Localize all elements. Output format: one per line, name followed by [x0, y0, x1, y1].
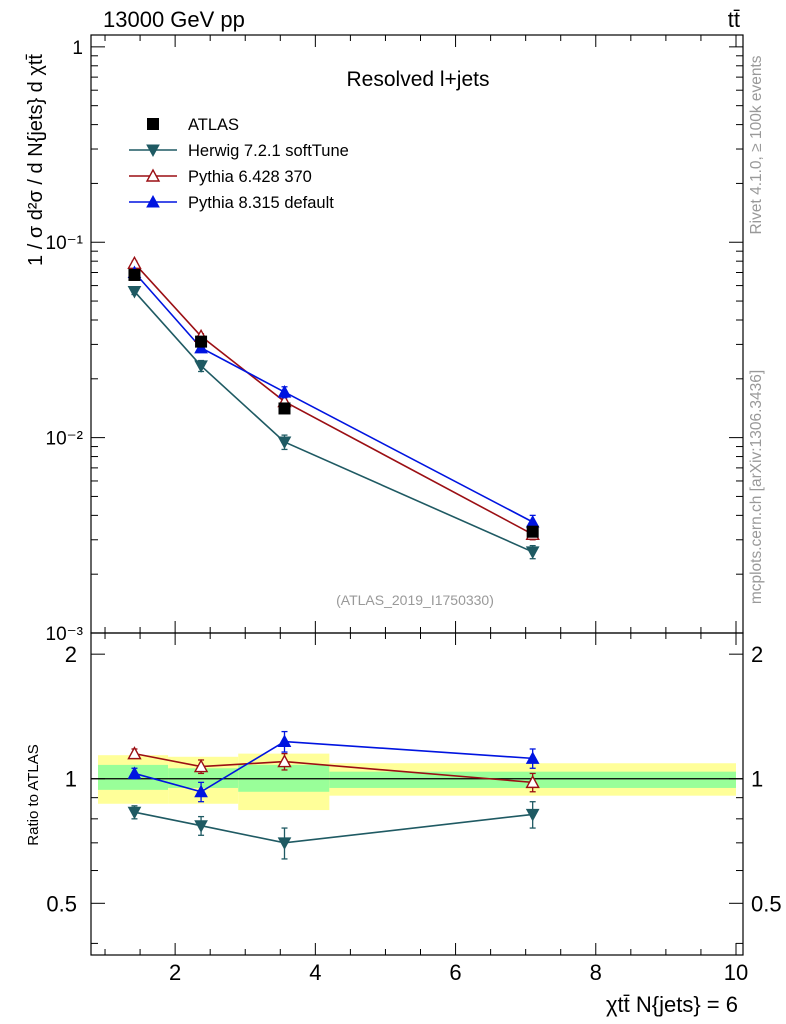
- series-point-ratio: [525, 808, 540, 822]
- series-line-main: [133, 262, 534, 536]
- atlas-data-point: [128, 268, 141, 281]
- main-y-tick-label: 10⁻³: [46, 624, 84, 645]
- series-point-main: [525, 546, 540, 559]
- series-point-ratio: [194, 820, 208, 833]
- x-tick-label: 4: [309, 960, 321, 985]
- series-point-ratio: [525, 774, 540, 789]
- ratio-y-tick-label-right: 2: [751, 642, 763, 667]
- main-y-tick-label: 1: [72, 38, 83, 59]
- series-point-ratio: [127, 766, 142, 779]
- legend-entry: Pythia 8.315 default: [188, 194, 334, 212]
- main-y-axis-label: 1 / σ d²σ / d N{jets} d χtt̄: [25, 54, 47, 266]
- x-tick-label: 10: [724, 960, 748, 985]
- ratio-y-tick-label-left: 0.5: [46, 891, 77, 916]
- chart-title: Resolved l+jets: [347, 68, 490, 91]
- legend-entry: Pythia 6.428 370: [188, 168, 312, 186]
- series-point-main: [194, 360, 208, 373]
- ratio-y-tick-label-right: 1: [751, 767, 763, 792]
- series-point-ratio: [277, 837, 292, 850]
- ratio-y-tick-label-right: 0.5: [751, 891, 782, 916]
- main-y-tick-label: 10⁻¹: [46, 233, 84, 254]
- series-point-main: [277, 385, 292, 398]
- series-line-ratio: [134, 811, 533, 844]
- main-y-tick-label: 10⁻²: [46, 429, 84, 450]
- series-point-ratio: [127, 806, 142, 820]
- series-point-ratio: [194, 784, 208, 798]
- series-point-ratio: [193, 759, 209, 773]
- series-line-main: [133, 290, 534, 553]
- energy-label: 13000 GeV pp: [103, 7, 245, 32]
- x-tick-label: 6: [449, 960, 461, 985]
- series-line-ratio: [134, 752, 533, 784]
- series-point-ratio: [277, 734, 292, 748]
- x-tick-label: 8: [590, 960, 602, 985]
- ratio-bands: [98, 753, 736, 811]
- series-point-main: [525, 514, 540, 528]
- x-axis-label: χtt̄ N{jets} = 6: [606, 992, 738, 1017]
- series-point-ratio: [127, 746, 142, 760]
- series-line-main: [133, 271, 534, 523]
- ratio-frame: [90, 632, 744, 956]
- x-tick-label: 2: [169, 960, 181, 985]
- legend-marker: [146, 194, 160, 208]
- atlas-data-point: [195, 335, 208, 348]
- rivet-version-label: Rivet 4.1.0, ≥ 100k events: [748, 55, 765, 234]
- process-label: tt̄: [728, 7, 740, 32]
- analysis-watermark: (ATLAS_2019_I1750330): [336, 592, 494, 608]
- legend-marker: [145, 168, 161, 182]
- series-point-ratio: [525, 751, 540, 764]
- ratio-y-tick-label-left: 2: [65, 642, 77, 667]
- mcplots-label: mcplots.cern.ch [arXiv:1306.3436]: [748, 370, 765, 604]
- series-point-ratio: [277, 754, 292, 768]
- ratio-y-axis-label: Ratio to ATLAS: [25, 744, 42, 845]
- atlas-data-point: [278, 402, 291, 415]
- series-point-main: [127, 285, 142, 299]
- ratio-y-tick-label-left: 1: [65, 767, 77, 792]
- ratio-band-inner: [168, 768, 239, 788]
- atlas-data-point: [526, 525, 539, 538]
- legend-marker: [147, 118, 159, 130]
- legend-marker: [146, 144, 160, 158]
- legend-entry: Herwig 7.2.1 softTune: [188, 142, 349, 160]
- legend-entry: ATLAS: [188, 116, 239, 134]
- series-line-ratio: [134, 740, 533, 793]
- series-point-main: [277, 436, 292, 450]
